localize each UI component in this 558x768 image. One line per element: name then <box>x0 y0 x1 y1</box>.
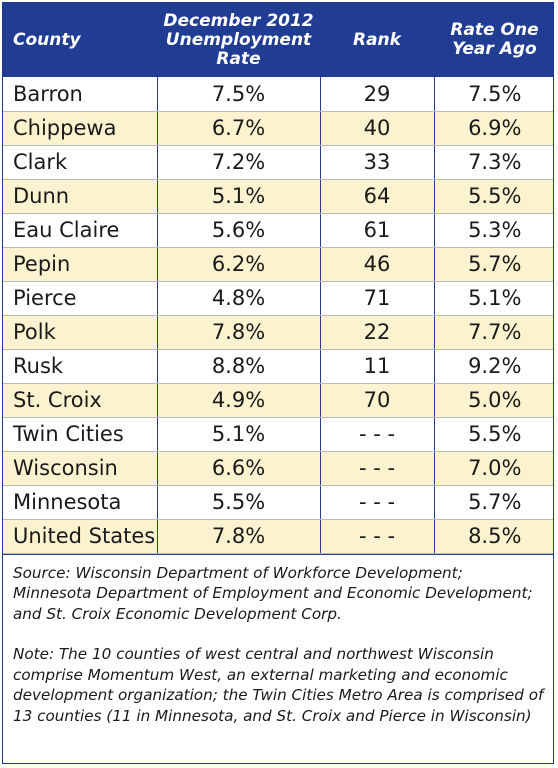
table-row: Twin Cities 5.1% - - -5.5% <box>3 417 553 452</box>
rate-cell: 5.5% <box>157 485 321 520</box>
rate-one-year-ago-cell: 5.7% <box>434 247 553 282</box>
rank-cell: - - - <box>320 451 435 486</box>
rate-cell: 6.2% <box>157 247 321 282</box>
rank-cell: - - - <box>320 519 435 554</box>
rank-cell: 71 <box>320 281 435 316</box>
rate-one-year-ago-cell: 7.0% <box>434 451 553 486</box>
rate-cell: 7.2% <box>157 145 321 180</box>
rate-one-year-ago-cell: 5.5% <box>434 179 553 214</box>
rate-header: December 2012 Unemployment Rate <box>157 3 321 77</box>
table-body: Barron 7.5% 29 7.5% Chippewa 6.7% 40 6.9% Clark 7… <box>3 77 553 554</box>
rank-cell: - - - <box>320 485 435 520</box>
footnote: Note: The 10 counties of west central an… <box>13 645 544 725</box>
county-cell: Barron <box>3 77 158 112</box>
rate-cell: 5.6% <box>157 213 321 248</box>
rank-cell: 64 <box>320 179 435 214</box>
table-row: Eau Claire 5.6% 61 5.3% <box>3 213 553 248</box>
county-cell: United States <box>3 519 158 554</box>
rank-cell: 61 <box>320 213 435 248</box>
unemployment-table: County December 2012 Unemployment Rate R… <box>3 3 553 554</box>
county-cell: Chippewa <box>3 111 158 146</box>
county-cell: Pierce <box>3 281 158 316</box>
table-row: United States 7.8% - - -8.5% <box>3 519 553 554</box>
rate-cell: 7.5% <box>157 77 321 112</box>
table-row: Rusk 8.8% 11 9.2% <box>3 349 553 384</box>
rank-cell: 70 <box>320 383 435 418</box>
county-cell: Polk <box>3 315 158 350</box>
table-row: Clark 7.2% 33 7.3% <box>3 145 553 180</box>
rate-one-year-ago-cell: 7.7% <box>434 315 553 350</box>
rank-cell: 46 <box>320 247 435 282</box>
rank-cell: 11 <box>320 349 435 384</box>
rank-cell: - - - <box>320 417 435 452</box>
table-row: Minnesota 5.5% - - -5.7% <box>3 485 553 520</box>
rank-cell: 22 <box>320 315 435 350</box>
county-cell: St. Croix <box>3 383 158 418</box>
rate-cell: 8.8% <box>157 349 321 384</box>
rate-cell: 6.6% <box>157 451 321 486</box>
rate-one-year-ago-cell: 5.7% <box>434 485 553 520</box>
rate-one-year-ago-cell: 5.3% <box>434 213 553 248</box>
rate-one-year-ago-cell: 7.5% <box>434 77 553 112</box>
rate-one-year-ago-cell: 5.0% <box>434 383 553 418</box>
rate-cell: 7.8% <box>157 519 321 554</box>
county-header: County <box>3 3 158 77</box>
source-note: Source: Wisconsin Department of Workforc… <box>13 563 533 623</box>
county-cell: Minnesota <box>3 485 158 520</box>
rank-cell: 33 <box>320 145 435 180</box>
county-cell: Pepin <box>3 247 158 282</box>
rate-cell: 6.7% <box>157 111 321 146</box>
rate-one-year-ago-header: Rate One Year Ago <box>434 3 553 77</box>
rate-one-year-ago-cell: 8.5% <box>434 519 553 554</box>
table-row: Pierce 4.8% 71 5.1% <box>3 281 553 316</box>
header-row: County December 2012 Unemployment Rate R… <box>3 3 553 77</box>
table-row: St. Croix 4.9% 70 5.0% <box>3 383 553 418</box>
rate-one-year-ago-cell: 5.5% <box>434 417 553 452</box>
rate-cell: 7.8% <box>157 315 321 350</box>
rate-cell: 4.8% <box>157 281 321 316</box>
rate-cell: 4.9% <box>157 383 321 418</box>
rank-header: Rank <box>320 3 435 77</box>
rank-cell: 29 <box>320 77 435 112</box>
table-row: Chippewa 6.7% 40 6.9% <box>3 111 553 146</box>
table-row: Barron 7.5% 29 7.5% <box>3 77 553 112</box>
county-cell: Eau Claire <box>3 213 158 248</box>
county-cell: Clark <box>3 145 158 180</box>
rate-one-year-ago-cell: 7.3% <box>434 145 553 180</box>
rate-cell: 5.1% <box>157 179 321 214</box>
table-row: Polk 7.8% 22 7.7% <box>3 315 553 350</box>
rate-one-year-ago-cell: 6.9% <box>434 111 553 146</box>
notes-section: Source: Wisconsin Department of Workforc… <box>3 553 553 727</box>
county-cell: Dunn <box>3 179 158 214</box>
county-cell: Rusk <box>3 349 158 384</box>
table-row: Pepin 6.2% 46 5.7% <box>3 247 553 282</box>
table-row: Wisconsin 6.6% - - -7.0% <box>3 451 553 486</box>
county-cell: Wisconsin <box>3 451 158 486</box>
table-row: Dunn 5.1% 64 5.5% <box>3 179 553 214</box>
rank-cell: 40 <box>320 111 435 146</box>
county-cell: Twin Cities <box>3 417 158 452</box>
rate-one-year-ago-cell: 5.1% <box>434 281 553 316</box>
rate-cell: 5.1% <box>157 417 321 452</box>
rate-one-year-ago-cell: 9.2% <box>434 349 553 384</box>
